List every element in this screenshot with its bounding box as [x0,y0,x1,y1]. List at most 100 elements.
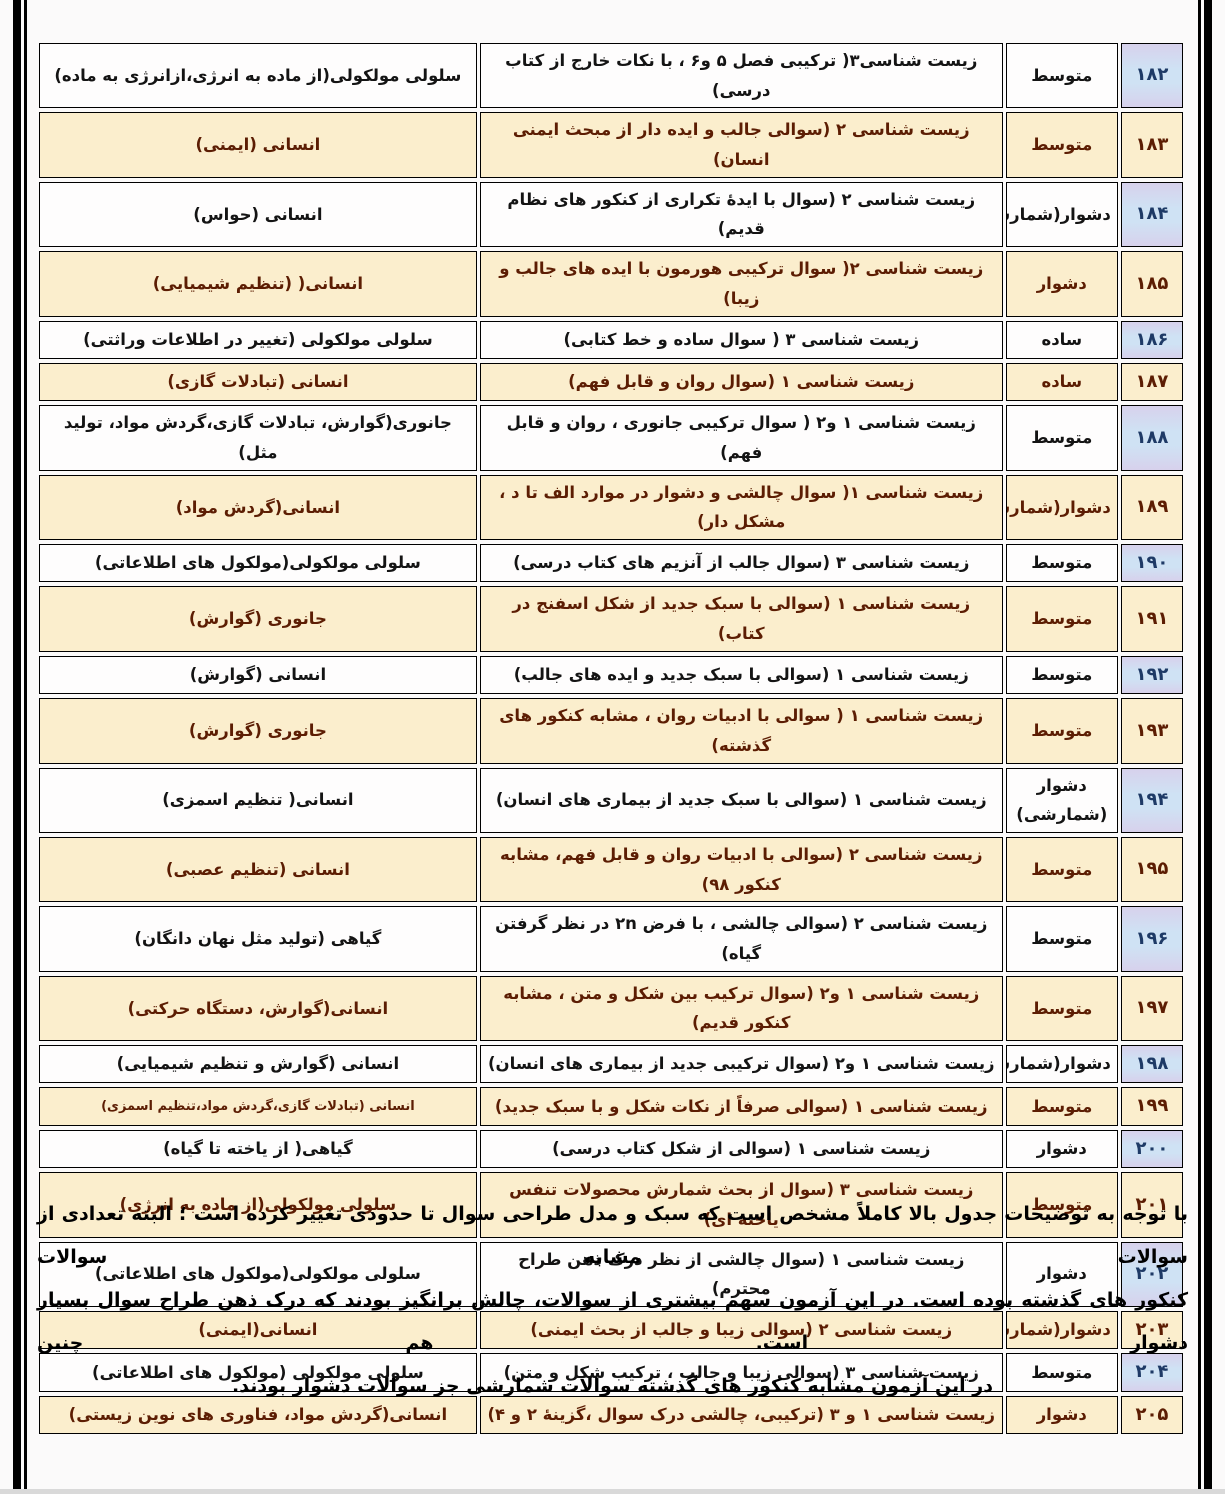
difficulty-cell: دشوار(شمارشی) [1005,181,1118,248]
summary-paragraph: با توجه به توضیحات جدول بالا کاملاً مشخص… [37,1193,1188,1408]
exam-analysis-table-wrap: ۱۸۲ متوسط زیست شناسی۳( ترکیبی فصل ۵ و۶ ،… [36,39,1186,1438]
question-description-cell: زیست شناسی ۱ (سوالی با سبک جدید و ایده ه… [479,655,1003,695]
difficulty-cell: متوسط [1005,1353,1118,1392]
question-description-cell: زیست شناسی ۱ (سوالی از شکل کتاب درسی) [479,1129,1003,1169]
table-row: ۱۸۲ متوسط زیست شناسی۳( ترکیبی فصل ۵ و۶ ،… [39,43,1183,109]
page-frame-right-inner-rule [1198,0,1201,1494]
question-description-cell: زیست شناسی ۱ و۲ ( سوال ترکیبی جانوری ، ر… [479,405,1003,471]
topic-cell: سلولی مولکولی(مولکول های اطلاعاتی) [39,544,477,583]
summary-line-2: کنکور های گذشته بوده است. در این آزمون س… [37,1289,1188,1354]
table-row: ۱۹۱ متوسط زیست شناسی ۱ (سوالی با سبک جدی… [39,586,1183,652]
table-row: ۲۰۴ متوسط زیست شناسی ۳ (سوالی زیبا و جال… [39,1353,1183,1392]
difficulty-cell: متوسط [1005,1087,1118,1126]
summary-line-1: با توجه به توضیحات جدول بالا کاملاً مشخص… [37,1203,1188,1268]
table-row: ۱۹۹ متوسط زیست شناسی ۱ (سوالی صرفاً از ن… [39,1087,1183,1126]
question-number-cell: ۱۹۸ [1120,1045,1183,1084]
topic-cell: سلولی مولکولی(مولکول های اطلاعاتی) [39,1241,477,1307]
topic-cell: سلولی مولکولی (تغییر در اطلاعات وراثتی) [39,320,477,359]
table-row: ۲۰۵ دشوار زیست شناسی ۱ و ۳ (ترکیبی، چالش… [39,1395,1183,1435]
topic-cell: سلولی مولکولی(از ماده به انرژی،ازانرژی ب… [39,43,477,109]
page-frame-right-outer-rule [1204,0,1212,1494]
topic-cell: انسانی( (تنظیم شیمیایی) [39,251,477,317]
difficulty-cell: متوسط [1005,836,1118,903]
topic-cell: انسانی (گوارش) [39,655,477,695]
table-row: ۲۰۳ دشوار(شمارشی) زیست شناسی ۲ (سوالی زی… [39,1310,1183,1350]
difficulty-cell: متوسط [1005,544,1118,583]
question-description-cell: زیست شناسی ۲ (سوال با ایدۀ تکراری از کنک… [479,181,1003,248]
exam-analysis-table: ۱۸۲ متوسط زیست شناسی۳( ترکیبی فصل ۵ و۶ ،… [36,39,1186,1438]
question-description-cell: زیست شناسی ۱ و۲ (سوال ترکیبی جدید از بیم… [479,1045,1003,1084]
table-row: ۱۸۴ دشوار(شمارشی) زیست شناسی ۲ (سوال با … [39,181,1183,248]
table-row: ۲۰۱ متوسط زیست شناسی ۳ (سوال از بحث شمار… [39,1172,1183,1238]
question-description-cell: زیست شناسی ۲( سوال ترکیبی هورمون با ایده… [479,251,1003,317]
question-description-cell: زیست شناسی ۱ و۲ (سوال ترکیب بین شکل و مت… [479,975,1003,1042]
question-number-cell: ۱۹۹ [1120,1087,1183,1126]
question-number-cell: ۲۰۰ [1120,1129,1183,1169]
topic-cell: جانوری (گوارش) [39,698,477,764]
page-frame-left-outer-rule [13,0,21,1494]
question-number-cell: ۱۹۶ [1120,906,1183,972]
difficulty-cell: متوسط [1005,975,1118,1042]
difficulty-cell: دشوار [1005,1241,1118,1307]
topic-cell: انسانی(گردش مواد) [39,474,477,541]
question-description-cell: زیست شناسی ۳ (سوال از بحث شمارش محصولات … [479,1172,1003,1238]
difficulty-cell: متوسط [1005,405,1118,471]
difficulty-cell: دشوار [1005,1395,1118,1435]
difficulty-cell: دشوار(شمارشی) [1005,1045,1118,1084]
question-number-cell: ۱۸۲ [1120,43,1183,109]
table-row: ۱۸۶ ساده زیست شناسی ۳ ( سوال ساده و خط ک… [39,320,1183,359]
question-number-cell: ۲۰۴ [1120,1353,1183,1392]
table-row: ۱۹۲ متوسط زیست شناسی ۱ (سوالی با سبک جدی… [39,655,1183,695]
question-number-cell: ۱۸۸ [1120,405,1183,471]
question-number-cell: ۱۹۷ [1120,975,1183,1042]
topic-cell: گیاهی (تولید مثل نهان دانگان) [39,906,477,972]
question-number-cell: ۱۸۷ [1120,362,1183,402]
question-description-cell: زیست شناسی۳( ترکیبی فصل ۵ و۶ ، با نکات خ… [479,43,1003,109]
topic-cell: انسانی (حواس) [39,181,477,248]
question-number-cell: ۱۹۲ [1120,655,1183,695]
question-number-cell: ۱۹۱ [1120,586,1183,652]
difficulty-cell: دشوار [1005,1129,1118,1169]
question-number-cell: ۱۸۵ [1120,251,1183,317]
question-number-cell: ۱۹۵ [1120,836,1183,903]
question-number-cell: ۱۹۳ [1120,698,1183,764]
topic-cell: سلولی مولکولی (مولکول های اطلاعاتی) [39,1353,477,1392]
table-row: ۱۸۳ متوسط زیست شناسی ۲ (سوالی جالب و اید… [39,112,1183,178]
topic-cell: انسانی (ایمنی) [39,112,477,178]
table-row: ۱۹۸ دشوار(شمارشی) زیست شناسی ۱ و۲ (سوال … [39,1045,1183,1084]
question-number-cell: ۲۰۲ [1120,1241,1183,1307]
question-description-cell: زیست شناسی ۱( سوال چالشی و دشوار در موار… [479,474,1003,541]
question-description-cell: زیست شناسی ۱ (سوال چالشی از نظر درک ذهن … [479,1241,1003,1307]
topic-cell: انسانی (تبادلات گازی) [39,362,477,402]
difficulty-cell: متوسط [1005,112,1118,178]
topic-cell: انسانی(گردش مواد، فناوری های نوین زیستی) [39,1395,477,1435]
topic-cell: انسانی (تبادلات گازی،گردش مواد،تنظیم اسم… [39,1087,477,1126]
question-description-cell: زیست شناسی ۲ (سوالی جالب و ایده دار از م… [479,112,1003,178]
table-row: ۲۰۲ دشوار زیست شناسی ۱ (سوال چالشی از نظ… [39,1241,1183,1307]
topic-cell: انسانی (تنظیم عصبی) [39,836,477,903]
question-description-cell: زیست شناسی ۱ ( سوالی با ادبیات روان ، مش… [479,698,1003,764]
difficulty-cell: متوسط [1005,1172,1118,1238]
question-number-cell: ۱۸۶ [1120,320,1183,359]
table-row: ۱۸۸ متوسط زیست شناسی ۱ و۲ ( سوال ترکیبی … [39,405,1183,471]
question-number-cell: ۲۰۳ [1120,1310,1183,1350]
difficulty-cell: متوسط [1005,43,1118,109]
table-row: ۲۰۰ دشوار زیست شناسی ۱ (سوالی از شکل کتا… [39,1129,1183,1169]
question-description-cell: زیست شناسی ۱ (سوالی صرفاً از نکات شکل و … [479,1087,1003,1126]
difficulty-cell: دشوار [1005,251,1118,317]
question-number-cell: ۱۸۳ [1120,112,1183,178]
results-table-body: ۱۸۲ متوسط زیست شناسی۳( ترکیبی فصل ۵ و۶ ،… [39,43,1183,1435]
table-row: ۱۹۳ متوسط زیست شناسی ۱ ( سوالی با ادبیات… [39,698,1183,764]
question-description-cell: زیست شناسی ۲ (سوالی زیبا و جالب از بحث ا… [479,1310,1003,1350]
topic-cell: انسانی(ایمنی) [39,1310,477,1350]
question-description-cell: زیست شناسی ۱ (سوال روان و قابل فهم) [479,362,1003,402]
question-description-cell: زیست شناسی ۳ ( سوال ساده و خط کتابی) [479,320,1003,359]
topic-cell: انسانی(گوارش، دستگاه حرکتی) [39,975,477,1042]
difficulty-cell: متوسط [1005,586,1118,652]
difficulty-cell: دشوار(شمارشی) [1005,474,1118,541]
question-number-cell: ۱۹۴ [1120,767,1183,833]
topic-cell: سلولی مولکولی(از ماده به انرژی) [39,1172,477,1238]
page-bottom-strip [0,1489,1225,1494]
question-description-cell: زیست شناسی ۱ و ۳ (ترکیبی، چالشی درک سوال… [479,1395,1003,1435]
